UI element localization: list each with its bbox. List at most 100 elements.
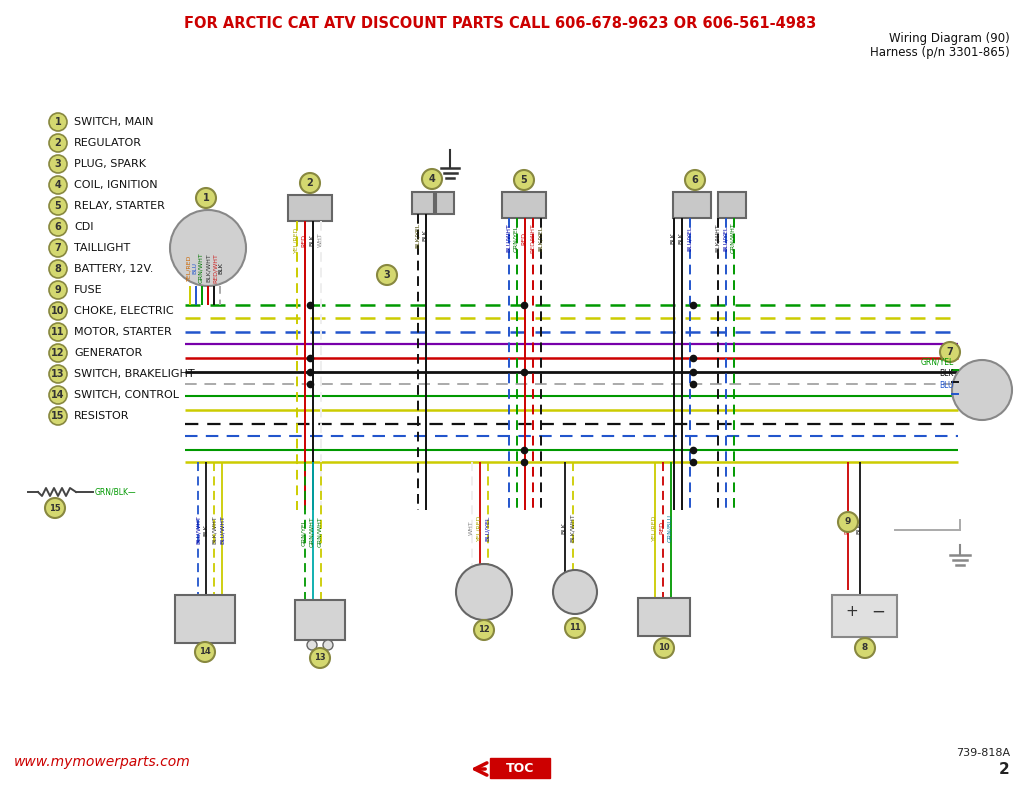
Text: TAILLIGHT: TAILLIGHT bbox=[74, 243, 130, 253]
Text: Harness (p/n 3301-865): Harness (p/n 3301-865) bbox=[870, 46, 1010, 59]
Circle shape bbox=[952, 360, 1012, 420]
Text: 13: 13 bbox=[51, 369, 65, 379]
Circle shape bbox=[49, 218, 67, 236]
Text: 4: 4 bbox=[54, 180, 61, 190]
Text: RED: RED bbox=[845, 521, 850, 535]
Text: CHOKE, ELECTRIC: CHOKE, ELECTRIC bbox=[74, 306, 174, 316]
Text: TEL/RED: TEL/RED bbox=[186, 255, 191, 281]
Text: 9: 9 bbox=[54, 285, 61, 295]
Text: GRN/WHT: GRN/WHT bbox=[309, 517, 314, 547]
Text: REGULATOR: REGULATOR bbox=[74, 138, 142, 148]
Text: −: − bbox=[871, 603, 885, 621]
Bar bbox=[502, 192, 546, 218]
Bar bbox=[490, 758, 550, 778]
Circle shape bbox=[940, 342, 961, 362]
Text: 2: 2 bbox=[54, 138, 61, 148]
Text: BLK: BLK bbox=[309, 234, 314, 246]
Text: SWITCH, CONTROL: SWITCH, CONTROL bbox=[74, 390, 179, 400]
Circle shape bbox=[565, 618, 585, 638]
Text: 5: 5 bbox=[520, 175, 527, 185]
Text: 10: 10 bbox=[658, 644, 670, 653]
Text: GRN/YEL: GRN/YEL bbox=[513, 225, 518, 252]
Circle shape bbox=[170, 210, 246, 286]
Circle shape bbox=[310, 648, 330, 668]
Text: 6: 6 bbox=[54, 222, 61, 232]
Circle shape bbox=[685, 170, 705, 190]
Circle shape bbox=[49, 344, 67, 362]
Text: WHT: WHT bbox=[469, 520, 473, 536]
Text: 13: 13 bbox=[314, 653, 326, 663]
Text: YEL/RED: YEL/RED bbox=[294, 227, 299, 253]
Circle shape bbox=[49, 407, 67, 425]
Text: GRN/WHT: GRN/WHT bbox=[317, 517, 323, 547]
Text: 15: 15 bbox=[51, 411, 65, 421]
Circle shape bbox=[49, 365, 67, 383]
Text: GRN/WHT: GRN/WHT bbox=[730, 222, 735, 253]
Text: 8: 8 bbox=[54, 264, 61, 274]
Bar bbox=[288, 195, 332, 221]
Circle shape bbox=[49, 386, 67, 404]
Text: 6: 6 bbox=[691, 175, 698, 185]
Text: BLK/WHT: BLK/WHT bbox=[715, 224, 720, 252]
Bar bbox=[831, 595, 897, 637]
Text: BLU/YEL: BLU/YEL bbox=[686, 225, 691, 251]
Circle shape bbox=[195, 642, 215, 662]
Circle shape bbox=[300, 173, 319, 193]
Bar bbox=[295, 600, 345, 640]
Circle shape bbox=[49, 176, 67, 194]
Circle shape bbox=[196, 188, 216, 208]
Bar bbox=[412, 192, 434, 214]
Text: FUSE: FUSE bbox=[74, 285, 102, 295]
Text: 9: 9 bbox=[845, 517, 851, 527]
Text: FOR ARCTIC CAT ATV DISCOUNT PARTS CALL 606-678-9623 OR 606-561-4983: FOR ARCTIC CAT ATV DISCOUNT PARTS CALL 6… bbox=[184, 16, 816, 31]
Text: 4: 4 bbox=[429, 174, 435, 184]
Bar bbox=[673, 192, 711, 218]
Text: BLK: BLK bbox=[561, 522, 566, 534]
Text: BLK: BLK bbox=[940, 369, 954, 378]
Circle shape bbox=[377, 265, 397, 285]
Text: 15: 15 bbox=[49, 504, 60, 513]
Text: RED/WHT: RED/WHT bbox=[213, 253, 217, 283]
Circle shape bbox=[49, 302, 67, 320]
Text: 12: 12 bbox=[478, 626, 489, 634]
Circle shape bbox=[49, 134, 67, 152]
Text: BLU/WHT: BLU/WHT bbox=[219, 516, 224, 544]
Circle shape bbox=[49, 260, 67, 278]
Circle shape bbox=[855, 638, 874, 658]
Circle shape bbox=[553, 570, 597, 614]
Text: 11: 11 bbox=[51, 327, 65, 337]
Text: MOTOR, STARTER: MOTOR, STARTER bbox=[74, 327, 172, 337]
Text: 10: 10 bbox=[51, 306, 65, 316]
Text: COIL, IGNITION: COIL, IGNITION bbox=[74, 180, 158, 190]
Circle shape bbox=[654, 638, 674, 658]
Text: BLU/YEL: BLU/YEL bbox=[723, 225, 727, 251]
Text: RESISTOR: RESISTOR bbox=[74, 411, 129, 421]
Text: BLK: BLK bbox=[218, 262, 223, 274]
Circle shape bbox=[838, 512, 858, 532]
Circle shape bbox=[456, 564, 512, 620]
Text: BLK: BLK bbox=[856, 522, 861, 534]
Text: BLK/WHT: BLK/WHT bbox=[206, 254, 211, 282]
Text: GRN/YEL: GRN/YEL bbox=[301, 518, 306, 546]
Text: www.mymowerparts.com: www.mymowerparts.com bbox=[14, 755, 190, 769]
Circle shape bbox=[45, 498, 65, 518]
FancyArrowPatch shape bbox=[475, 763, 486, 775]
Bar bbox=[718, 192, 746, 218]
Bar bbox=[436, 192, 454, 214]
Text: GRN/BLU: GRN/BLU bbox=[668, 514, 673, 542]
Text: GRN/BLK—: GRN/BLK— bbox=[95, 487, 136, 497]
Text: 2: 2 bbox=[306, 178, 313, 188]
Text: WHT: WHT bbox=[317, 233, 323, 248]
Text: +: + bbox=[846, 604, 858, 619]
Text: BLK/YEL: BLK/YEL bbox=[415, 222, 420, 248]
Bar bbox=[175, 595, 234, 643]
Text: RED: RED bbox=[659, 521, 665, 535]
Text: 8: 8 bbox=[862, 644, 868, 653]
Text: BLU/WHT: BLU/WHT bbox=[506, 224, 511, 252]
Circle shape bbox=[49, 239, 67, 257]
Circle shape bbox=[323, 640, 333, 650]
Text: 739-818A: 739-818A bbox=[955, 748, 1010, 758]
Text: 12: 12 bbox=[51, 348, 65, 358]
Text: BLK: BLK bbox=[679, 232, 683, 244]
Circle shape bbox=[474, 620, 494, 640]
